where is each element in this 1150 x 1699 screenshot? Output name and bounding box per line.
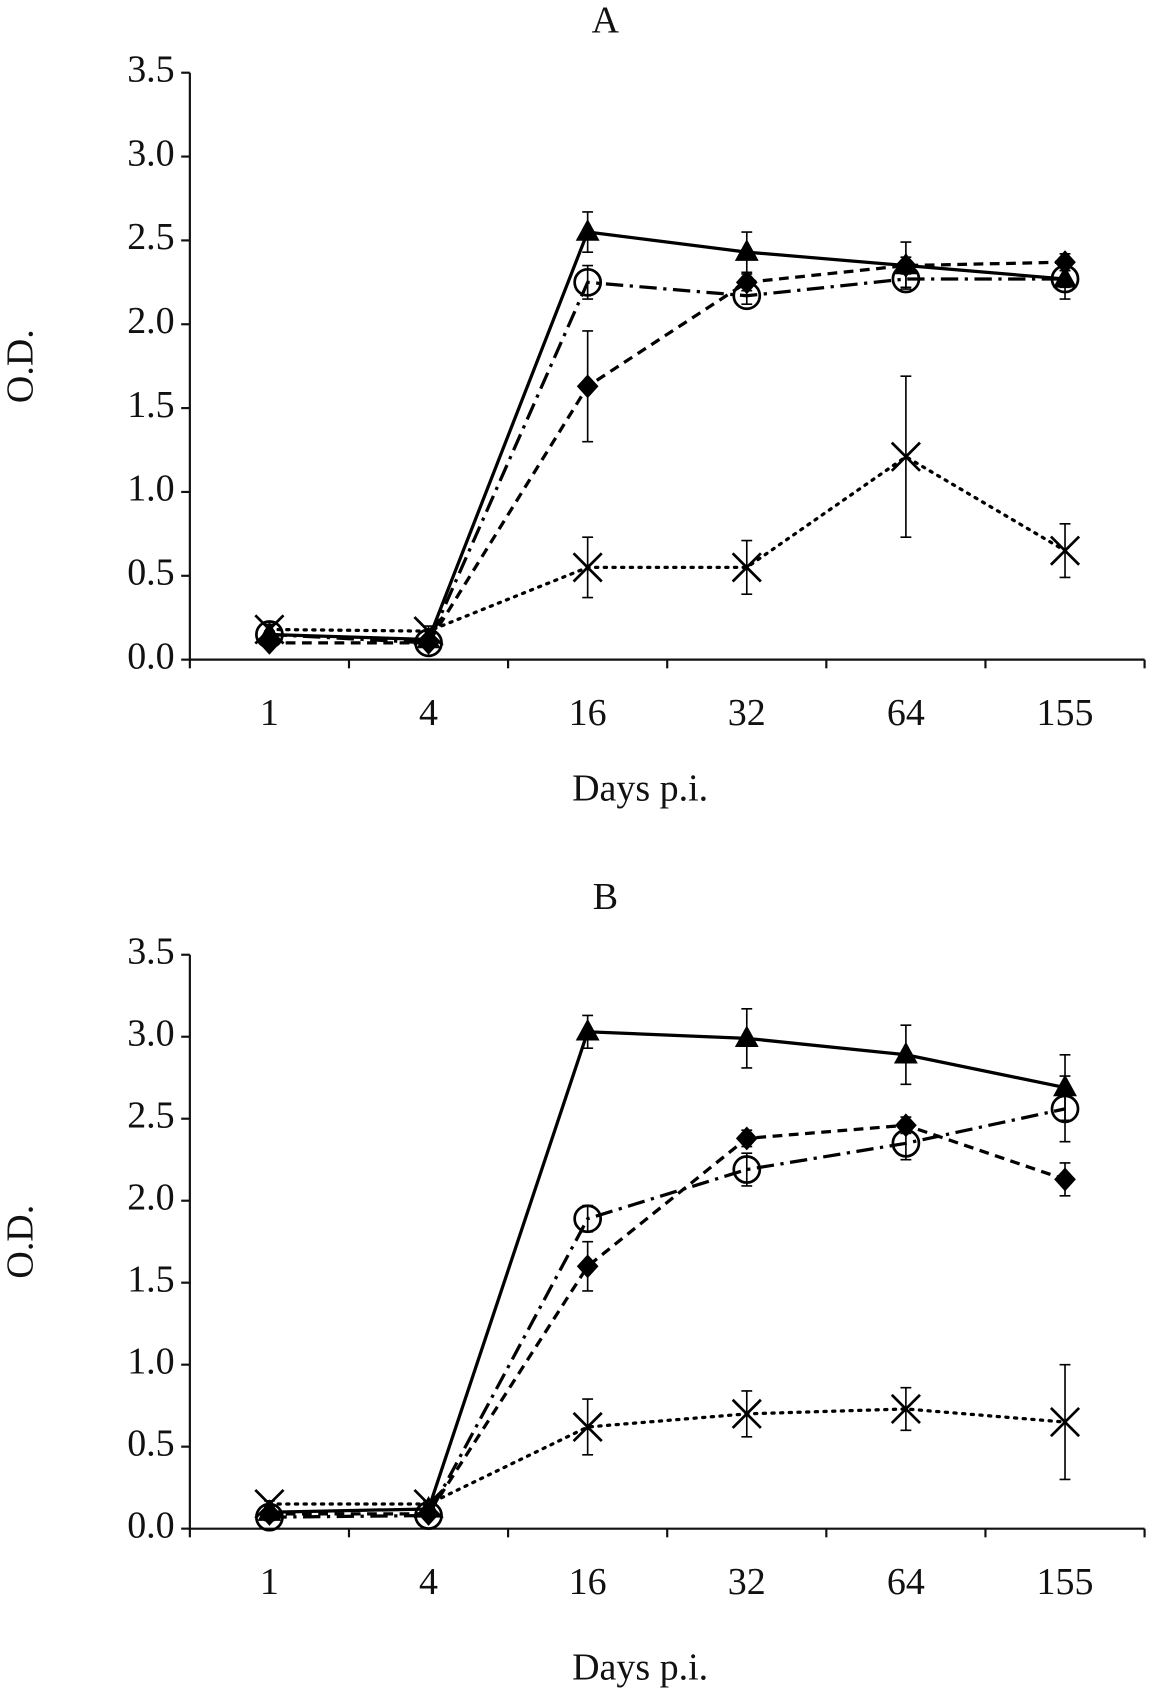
series-line bbox=[269, 1030, 1066, 1514]
series-line bbox=[267, 454, 1067, 633]
marker bbox=[1050, 1094, 1080, 1124]
x-tick-label: 155 bbox=[1037, 692, 1094, 734]
error-bar bbox=[1059, 1075, 1071, 1143]
marker bbox=[893, 1041, 918, 1064]
marker bbox=[1049, 535, 1081, 566]
marker bbox=[576, 374, 599, 399]
y-tick-label: 3.5 bbox=[127, 48, 174, 90]
x-tick-label: 1 bbox=[260, 1561, 279, 1603]
chart-title: A bbox=[592, 0, 620, 42]
marker bbox=[254, 1488, 285, 1520]
marker bbox=[573, 267, 603, 297]
marker bbox=[572, 1411, 603, 1443]
x-tick-label: 4 bbox=[419, 1561, 438, 1603]
marker bbox=[413, 1488, 444, 1520]
marker bbox=[1054, 250, 1076, 275]
x-tick-label: 64 bbox=[887, 1561, 925, 1603]
x-tick-label: 4 bbox=[419, 692, 438, 734]
y-tick-label: 2.5 bbox=[127, 216, 174, 258]
marker bbox=[258, 630, 281, 655]
marker bbox=[734, 1025, 759, 1048]
series-line bbox=[269, 1123, 1066, 1516]
error-bar bbox=[582, 264, 594, 300]
y-axis-label: O.D. bbox=[0, 329, 42, 403]
y-tick-label: 1.5 bbox=[127, 1258, 174, 1300]
marker bbox=[575, 1018, 600, 1041]
y-tick-label: 1.5 bbox=[127, 384, 174, 426]
x-tick-label: 155 bbox=[1037, 1561, 1094, 1603]
series-line bbox=[267, 1407, 1067, 1506]
marker bbox=[890, 441, 921, 472]
x-tick-label: 64 bbox=[887, 692, 925, 734]
marker bbox=[735, 1126, 758, 1151]
y-tick-label: 0.5 bbox=[127, 552, 174, 594]
marker bbox=[1049, 1407, 1081, 1438]
axis-line bbox=[188, 72, 1145, 661]
y-axis-label: O.D. bbox=[0, 1205, 42, 1279]
y-tick-label: 3.5 bbox=[127, 930, 174, 972]
marker bbox=[735, 270, 758, 295]
marker bbox=[573, 1204, 603, 1234]
marker bbox=[572, 552, 603, 583]
series-line bbox=[269, 260, 1066, 645]
error-bar bbox=[741, 1152, 753, 1187]
marker bbox=[254, 614, 285, 645]
y-tick-label: 1.0 bbox=[127, 1340, 174, 1382]
x-tick-label: 16 bbox=[569, 692, 607, 734]
marker bbox=[731, 1398, 762, 1429]
axis-line bbox=[188, 954, 1145, 1530]
x-tick-label: 32 bbox=[728, 692, 766, 734]
marker bbox=[734, 239, 759, 261]
series-line bbox=[269, 1107, 1066, 1519]
series-line bbox=[269, 230, 1066, 642]
x-axis-label: Days p.i. bbox=[572, 1646, 708, 1688]
marker bbox=[576, 1254, 599, 1279]
y-tick-label: 3.0 bbox=[127, 132, 174, 174]
x-tick-label: 32 bbox=[728, 1561, 766, 1603]
x-axis-label: Days p.i. bbox=[572, 768, 708, 810]
y-tick-label: 1.0 bbox=[127, 468, 174, 510]
y-tick-label: 2.0 bbox=[127, 1176, 174, 1218]
y-tick-label: 0.5 bbox=[127, 1422, 174, 1464]
y-tick-label: 0.0 bbox=[127, 1504, 174, 1546]
x-tick-label: 16 bbox=[569, 1561, 607, 1603]
marker bbox=[731, 552, 762, 583]
marker bbox=[575, 218, 600, 241]
y-tick-label: 0.0 bbox=[127, 635, 174, 677]
marker bbox=[413, 616, 444, 647]
y-tick-label: 2.0 bbox=[127, 300, 174, 342]
series-line bbox=[269, 277, 1066, 645]
marker bbox=[890, 1393, 921, 1425]
marker bbox=[1054, 1167, 1076, 1192]
chart-title: B bbox=[593, 876, 618, 918]
marker bbox=[732, 1155, 762, 1184]
x-tick-label: 1 bbox=[260, 692, 279, 734]
y-tick-label: 3.0 bbox=[127, 1012, 174, 1054]
y-tick-label: 2.5 bbox=[127, 1094, 174, 1136]
